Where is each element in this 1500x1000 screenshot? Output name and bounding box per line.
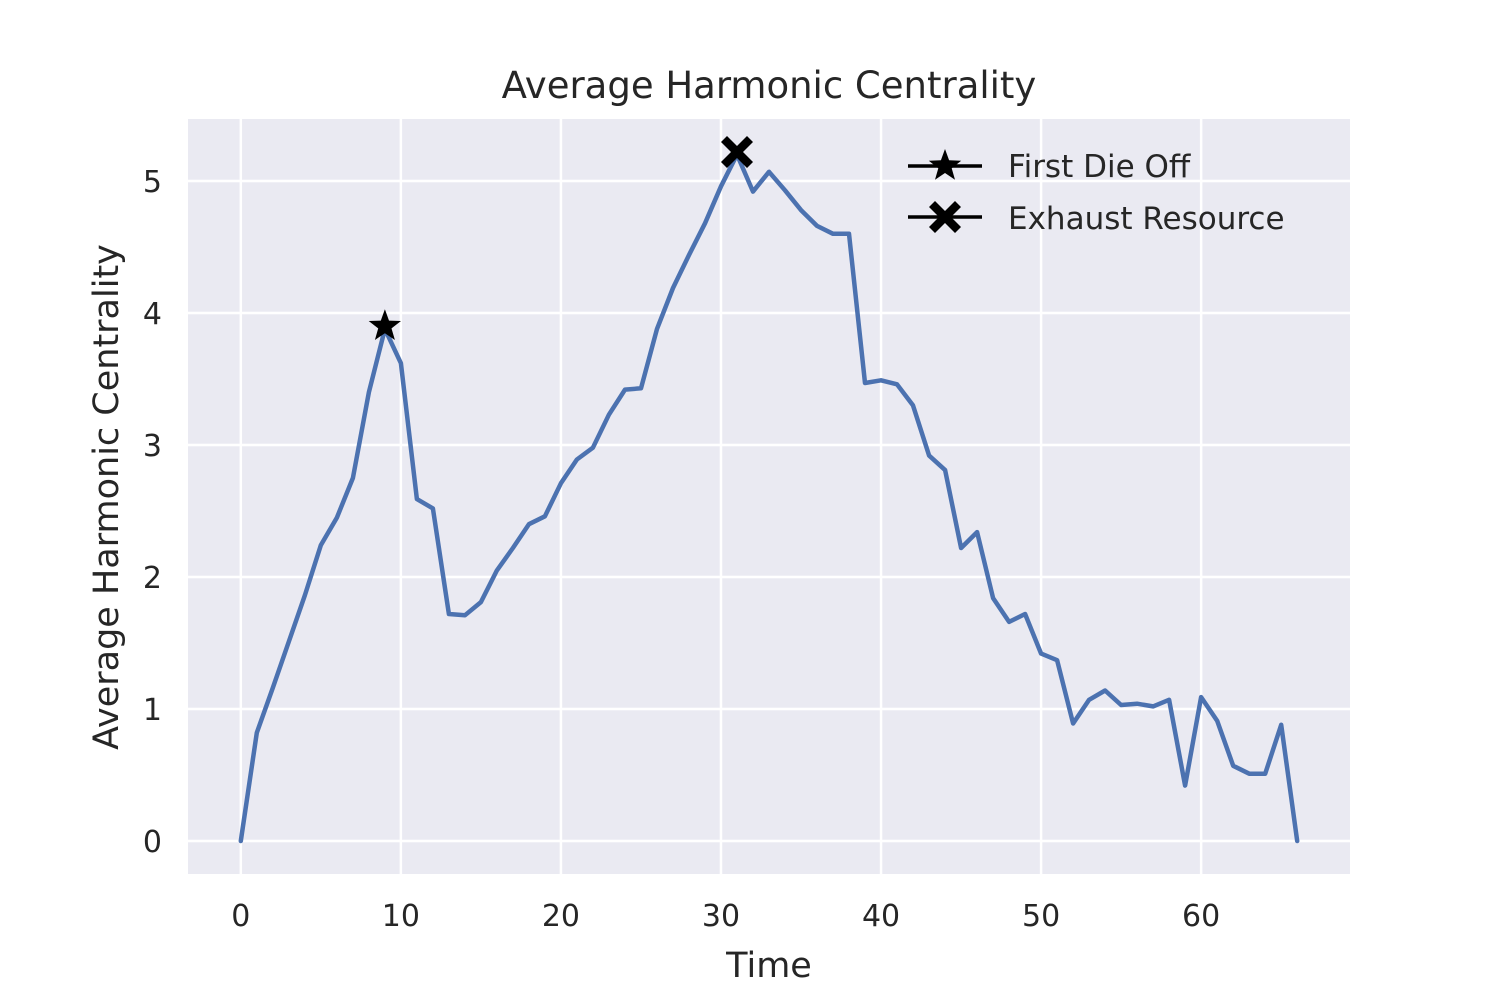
- exhaust-resource-marker: [721, 136, 753, 168]
- y-tick-label: 0: [143, 825, 162, 860]
- y-tick-label: 1: [143, 693, 162, 728]
- y-axis-label: Average Harmonic Centrality: [87, 244, 127, 750]
- x-tick-label: 40: [862, 899, 900, 934]
- series-line: [238, 152, 1300, 844]
- x-tick-label: 50: [1022, 899, 1060, 934]
- x-axis-label: Time: [725, 946, 812, 986]
- chart-title: Average Harmonic Centrality: [502, 64, 1037, 107]
- y-tick-label: 3: [143, 429, 162, 464]
- legend-star-icon: [928, 149, 962, 180]
- x-tick-label: 30: [702, 899, 740, 934]
- y-tick-label: 2: [143, 561, 162, 596]
- series-layer: [238, 152, 1300, 844]
- legend-label-first-die-off: First Die Off: [1008, 149, 1191, 185]
- ticks: 0 10 20 30 40 50 60 0 1 2 3 4 5: [143, 165, 1220, 934]
- x-tick-label: 20: [542, 899, 580, 934]
- plot-area: [188, 119, 1350, 874]
- legend: First Die Off Exhaust Resource: [908, 149, 1285, 237]
- legend-x-icon: [929, 201, 961, 233]
- grid: [188, 119, 1350, 874]
- y-tick-label: 5: [143, 165, 162, 200]
- x-tick-label: 10: [382, 899, 420, 934]
- marker-layer: [368, 136, 753, 340]
- first-die-off-marker: [368, 309, 401, 340]
- x-tick-label: 0: [231, 899, 250, 934]
- legend-label-exhaust-resource: Exhaust Resource: [1008, 201, 1285, 237]
- x-tick-label: 60: [1182, 899, 1220, 934]
- y-tick-label: 4: [143, 297, 162, 332]
